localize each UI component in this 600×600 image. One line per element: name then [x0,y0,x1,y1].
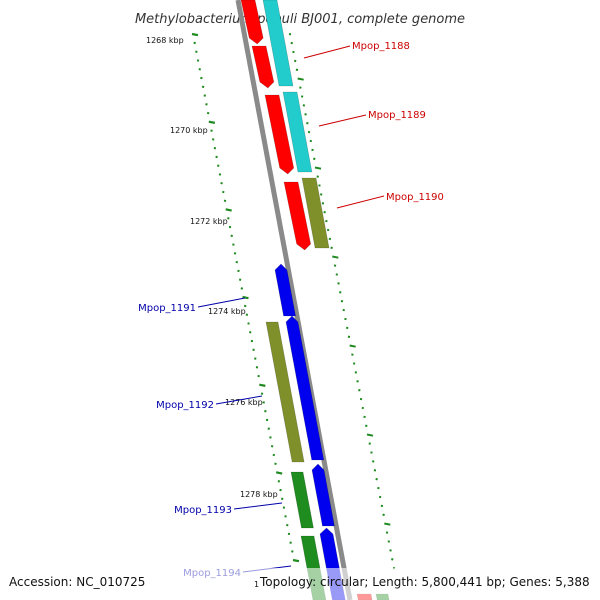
gene-leader-line [336,195,385,209]
accession-text: Accession: NC_010725 [9,575,145,589]
gene-feature-blue [274,263,296,317]
outer-tick [349,344,356,348]
major-tick [292,558,300,563]
inner-scale-ticks: 1268 kbp 1270 kbp 1272 kbp 1274 kbp 1276 kbp… [146,32,300,563]
gene-features [240,0,390,600]
outer-tick [366,433,374,437]
outer-tick [384,522,391,526]
gene-label[interactable]: Mpop_1191 [138,303,196,314]
scale-tick-label: 1272 kbp [190,217,228,226]
outer-tick [332,255,339,259]
gene-label[interactable]: Mpop_1190 [386,192,444,203]
outer-tick [297,77,304,81]
gene-label[interactable]: Mpop_1188 [352,41,410,52]
gene-feature-blue [285,315,325,461]
scale-tick-label: 1278 kbp [240,490,278,499]
gene-leader-line [318,114,367,127]
gene-leader-line [197,297,246,308]
gene-label[interactable]: Mpop_1192 [156,400,214,411]
scale-tick-label: 1274 kbp [208,307,246,316]
gene-leader-line [233,502,283,510]
gene-feature-red [240,0,264,45]
scale-tick-label: 1276 kbp [225,398,263,407]
gene-feature-blue [311,463,335,527]
gene-feature-red [283,181,312,251]
gene-feature-olive [301,177,330,249]
map-title: Methylobacterium populi BJ001, complete … [135,12,465,27]
scale-tick-label: 1268 kbp [146,36,184,45]
major-tick [259,383,266,387]
start-marker: 1 [254,580,259,589]
gene-feature-red [264,94,295,175]
major-tick [275,471,283,475]
gene-feature-olive [265,321,305,463]
major-tick [208,120,216,124]
major-tick [225,208,232,212]
gene-leader-line [303,45,351,59]
gene-label[interactable]: Mpop_1189 [368,110,426,121]
gene-feature-cyan [282,91,313,173]
genome-backbone [235,0,353,600]
gene-feature-red [251,45,275,89]
major-tick [191,32,199,37]
scale-tick-label: 1270 kbp [170,126,208,135]
major-tick [242,295,249,300]
gene-feature-cyan [262,0,294,87]
gene-leader-line [215,395,263,405]
topology-text: Topology: circular; Length: 5,800,441 bp… [259,575,590,589]
outer-tick [314,166,322,170]
gene-label[interactable]: Mpop_1193 [174,505,232,516]
gene-feature-green [290,471,314,529]
footer-backdrop [0,568,600,600]
